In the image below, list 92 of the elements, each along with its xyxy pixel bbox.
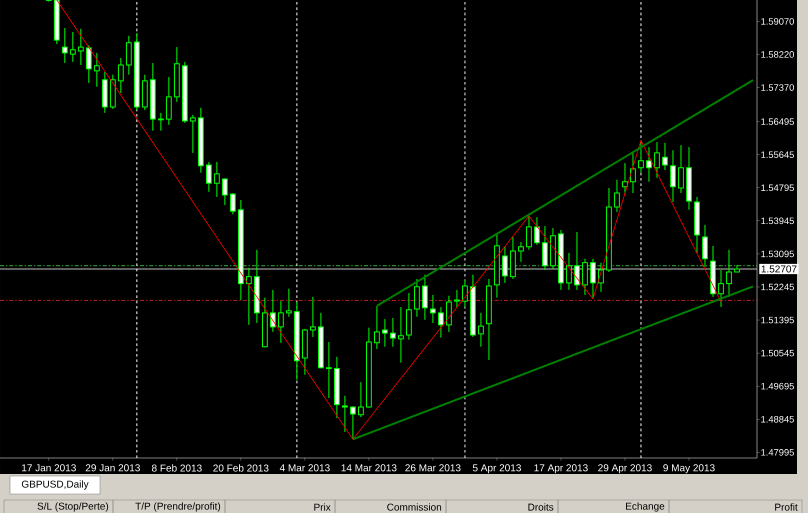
x-tick-label: 9 May 2013 [663, 464, 715, 474]
x-tick-label: 8 Feb 2013 [152, 464, 202, 472]
y-tick-label: 1.53095 [761, 250, 794, 258]
x-tick-label: 29 Apr 2013 [598, 464, 652, 474]
candlestick [614, 179, 620, 213]
candlestick [502, 246, 508, 284]
candlestick [214, 161, 220, 198]
text: Commission [387, 503, 442, 511]
candlestick [62, 28, 68, 64]
candlestick [374, 306, 380, 350]
candlestick [270, 289, 276, 332]
text: GBPUSD,Daily [22, 480, 89, 490]
x-tick-label: 17 Jan 2013 [22, 464, 76, 472]
candlestick [646, 146, 652, 182]
candlestick [390, 317, 396, 348]
y-tick-label: 1.53945 [761, 218, 794, 224]
candlestick [430, 294, 436, 324]
candlestick [574, 231, 580, 290]
candlestick [422, 274, 428, 320]
text: S/L (Stop/Perte) [38, 502, 108, 512]
text: Droits [528, 503, 554, 511]
candlestick [590, 258, 596, 298]
candlestick [222, 178, 228, 206]
candlestick [542, 226, 548, 271]
text: Profit [775, 503, 798, 511]
candlestick [462, 280, 468, 308]
candlestick [70, 31, 76, 62]
candlestick [278, 300, 284, 344]
candlestick [86, 44, 92, 84]
candlestick [446, 295, 452, 332]
candlestick [358, 382, 364, 418]
y-tick-label: 1.54795 [761, 184, 794, 192]
candlestick [662, 142, 668, 171]
candlestick [414, 278, 420, 318]
text: T/P (Prendre/profit) [135, 502, 220, 512]
candlestick [398, 306, 404, 364]
candlestick [246, 267, 252, 326]
candlestick [326, 342, 332, 399]
candlestick [190, 114, 196, 154]
candlestick [678, 144, 684, 194]
candlestick [518, 242, 524, 262]
y-tick-label: 1.52245 [761, 284, 794, 290]
candlestick [206, 161, 212, 192]
candlestick [438, 306, 444, 338]
y-tick-label: 1.55645 [761, 151, 794, 158]
candlestick [598, 262, 604, 292]
candlestick [478, 312, 484, 348]
candlestick [718, 270, 724, 308]
candlestick [126, 35, 132, 76]
candlestick [526, 215, 532, 250]
x-tick-label: 17 Apr 2013 [534, 464, 588, 474]
candlestick [350, 406, 356, 440]
candlestick [566, 252, 572, 290]
candlestick [670, 150, 676, 202]
text: Echange [626, 502, 664, 512]
candlestick [158, 112, 164, 132]
y-tick-label: 1.59070 [761, 18, 794, 25]
candlestick [166, 76, 172, 126]
candlestick [230, 192, 236, 215]
candlestick [534, 216, 540, 246]
text: Prix [314, 503, 331, 511]
candlestick [638, 140, 644, 174]
candlestick [118, 57, 124, 94]
line-series [56, 0, 722, 440]
x-tick-label: 29 Jan 2013 [86, 464, 140, 472]
y-tick-label: 1.51395 [761, 316, 794, 324]
candlestick [726, 249, 732, 298]
candlestick [454, 289, 460, 308]
y-tick-label: 1.56495 [761, 118, 794, 125]
candlestick [382, 318, 388, 348]
x-tick-label: 14 Mar 2013 [342, 464, 397, 472]
x-tick-label: 20 Feb 2013 [213, 464, 268, 472]
candlestick [630, 152, 636, 194]
y-tick-label: 1.47995 [761, 449, 794, 456]
candlestick [78, 28, 84, 66]
candlestick [654, 142, 660, 178]
y-tick-label: 1.50545 [761, 350, 794, 356]
x-tick-label: 4 Mar 2013 [280, 464, 330, 472]
candlestick [622, 162, 628, 196]
y-tick-label: 1.48845 [761, 416, 794, 423]
candlestick [342, 395, 348, 432]
y-tick-label: 1.49695 [761, 382, 794, 390]
candlestick [94, 52, 100, 88]
candlestick [702, 224, 708, 268]
x-tick-label: 26 Mar 2013 [405, 464, 461, 472]
candlestick [310, 296, 316, 338]
candlestick [582, 258, 588, 296]
x-tick-label: 5 Apr 2013 [472, 464, 521, 474]
candlestick [286, 288, 292, 318]
y-tick-label: 1.58220 [761, 51, 794, 58]
ref-line-label: 1.52707 [762, 265, 797, 273]
y-tick-label: 1.57370 [761, 84, 794, 91]
